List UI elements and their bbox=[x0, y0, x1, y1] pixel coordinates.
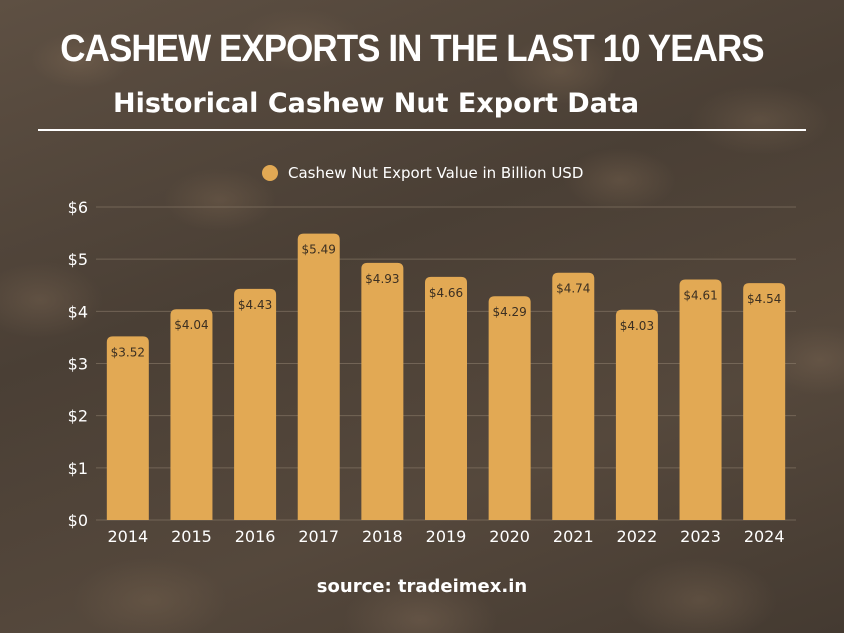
bar bbox=[552, 272, 595, 520]
source-credit: source: tradeimex.in bbox=[316, 576, 528, 597]
bar bbox=[361, 262, 404, 520]
data-label: $4.61 bbox=[683, 289, 717, 303]
x-tick-label: 2024 bbox=[744, 527, 785, 546]
bar bbox=[615, 309, 658, 520]
data-label: $4.66 bbox=[429, 286, 463, 300]
x-tick-label: 2014 bbox=[107, 527, 148, 546]
y-tick-label: $4 bbox=[68, 302, 88, 321]
data-label: $4.54 bbox=[747, 292, 781, 306]
bar bbox=[170, 309, 213, 520]
data-label: $5.49 bbox=[302, 243, 336, 257]
bar bbox=[425, 276, 467, 520]
y-tick-label: $5 bbox=[68, 250, 88, 269]
x-tick-label: 2022 bbox=[617, 527, 658, 546]
data-label: $4.03 bbox=[620, 319, 654, 333]
y-tick-label: $0 bbox=[68, 511, 88, 530]
x-tick-label: 2015 bbox=[171, 527, 212, 546]
data-label: $4.93 bbox=[365, 272, 399, 286]
x-tick-label: 2019 bbox=[426, 527, 467, 546]
bar bbox=[488, 296, 531, 520]
x-tick-label: 2023 bbox=[680, 527, 721, 546]
bar bbox=[234, 288, 277, 520]
chart-subtitle: Historical Cashew Nut Export Data bbox=[113, 88, 640, 119]
chart-legend: Cashew Nut Export Value in Billion USD bbox=[262, 164, 583, 182]
data-label: $3.52 bbox=[111, 345, 145, 359]
y-tick-label: $6 bbox=[68, 198, 88, 217]
legend-swatch bbox=[262, 165, 278, 181]
x-tick-label: 2021 bbox=[553, 527, 594, 546]
bar bbox=[297, 233, 340, 521]
bar bbox=[679, 279, 722, 520]
title-divider bbox=[38, 129, 806, 131]
x-tick-label: 2016 bbox=[235, 527, 276, 546]
data-label: $4.29 bbox=[492, 305, 526, 319]
bar-chart: $0 $1 $2 $3 $4 $5 $6 $3.52 2014 $4.04 2015 $4.43 201… bbox=[68, 198, 796, 546]
y-tick-label: $3 bbox=[68, 355, 88, 374]
y-tick-label: $1 bbox=[68, 459, 88, 478]
x-tick-label: 2017 bbox=[298, 527, 339, 546]
bar bbox=[743, 283, 786, 520]
x-tick-label: 2018 bbox=[362, 527, 403, 546]
data-label: $4.74 bbox=[556, 282, 590, 296]
y-tick-label: $2 bbox=[68, 407, 88, 426]
bar bbox=[106, 336, 149, 520]
chart-title: CASHEW EXPORTS IN THE LAST 10 YEARS bbox=[60, 28, 764, 70]
x-tick-label: 2020 bbox=[489, 527, 530, 546]
data-label: $4.43 bbox=[238, 298, 272, 312]
data-label: $4.04 bbox=[174, 318, 208, 332]
legend-label: Cashew Nut Export Value in Billion USD bbox=[288, 164, 584, 182]
